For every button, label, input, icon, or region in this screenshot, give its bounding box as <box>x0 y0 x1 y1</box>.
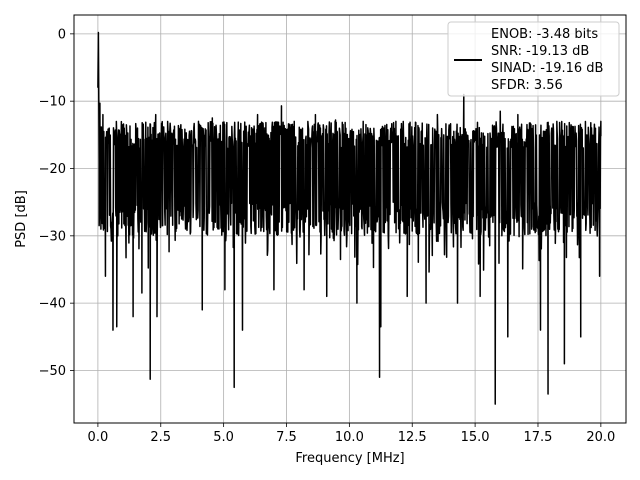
y-tick-label: −10 <box>39 95 66 110</box>
x-axis-label: Frequency [MHz] <box>295 451 404 466</box>
legend-entry-label: ENOB: -3.48 bits <box>491 27 598 42</box>
axis-ticks: 0.0 2.5 5.0 7.5 10.0 12.5 15.0 17.5 20.0 0 −10 −20 −… <box>39 27 616 445</box>
x-tick-label: 0.0 <box>88 430 109 445</box>
x-tick-label: 7.5 <box>276 430 297 445</box>
x-tick-label: 12.5 <box>398 430 427 445</box>
series-lines <box>97 31 602 405</box>
y-tick-label: −30 <box>39 229 66 244</box>
legend: ENOB: -3.48 bits SNR: -19.13 dB SINAD: -19… <box>447 21 620 97</box>
legend-entry-label: SFDR: 3.56 <box>491 78 563 93</box>
y-tick-label: −50 <box>39 364 66 379</box>
x-tick-label: 20.0 <box>586 430 615 445</box>
legend-box <box>447 21 620 97</box>
legend-entry-label: SNR: -19.13 dB <box>491 44 589 59</box>
x-tick-label: 17.5 <box>524 430 553 445</box>
y-tick-label: 0 <box>58 27 66 42</box>
legend-entry-label: SINAD: -19.16 dB <box>491 61 603 76</box>
plot-frame <box>73 14 627 424</box>
y-tick-label: −40 <box>39 297 66 312</box>
psd-series-line <box>97 31 602 405</box>
x-tick-label: 10.0 <box>335 430 364 445</box>
x-tick-label: 2.5 <box>150 430 171 445</box>
y-tick-label: −20 <box>39 162 66 177</box>
y-axis-label: PSD [dB] <box>14 190 29 248</box>
x-tick-label: 5.0 <box>213 430 234 445</box>
x-tick-label: 15.0 <box>461 430 490 445</box>
